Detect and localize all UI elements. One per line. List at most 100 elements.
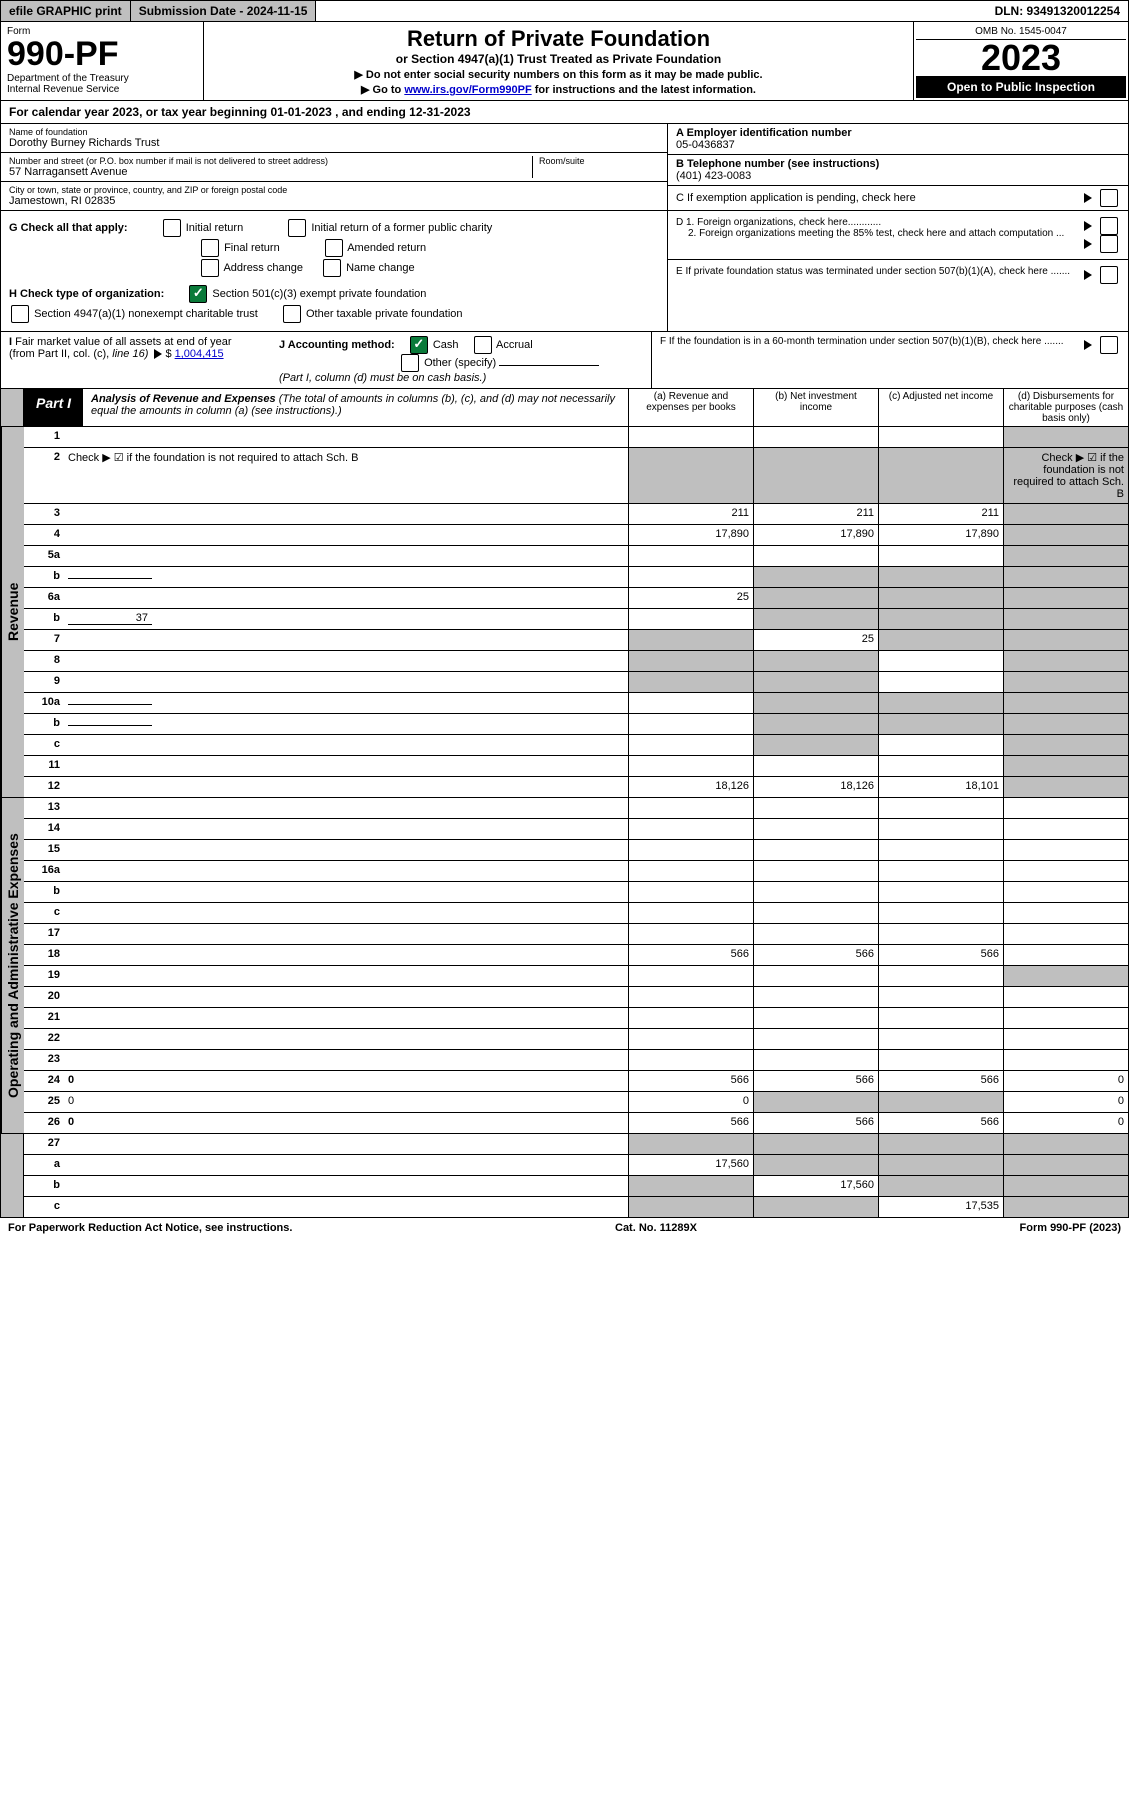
cell-c [878,966,1003,986]
cell-d [1003,567,1128,587]
cell-b [753,1008,878,1028]
checkbox-accrual[interactable] [474,336,492,354]
checkbox-final[interactable] [201,239,219,257]
checkbox-e[interactable] [1100,266,1118,284]
j-note: (Part I, column (d) must be on cash basi… [279,372,486,384]
checkbox-amended[interactable] [325,239,343,257]
line-description [64,1050,628,1070]
checkbox-former[interactable] [288,219,306,237]
line-number: 19 [24,966,64,986]
cell-b [753,987,878,1007]
cell-d [1003,987,1128,1007]
room-label: Room/suite [539,156,659,166]
line-number: b [24,714,64,734]
cell-b: 18,126 [753,777,878,797]
cell-d [1003,903,1128,923]
checkbox-501c3[interactable] [189,285,207,303]
cell-c [878,1029,1003,1049]
line-description [64,1197,628,1217]
cell-d [1003,840,1128,860]
cell-b [753,1197,878,1217]
cell-a [628,448,753,503]
cell-a: 25 [628,588,753,608]
cell-c: 211 [878,504,1003,524]
cell-b [753,1050,878,1070]
line-number: 14 [24,819,64,839]
print-button[interactable]: efile GRAPHIC print [1,1,131,21]
calendar-year: For calendar year 2023, or tax year begi… [0,101,1129,124]
cell-a [628,882,753,902]
city-label: City or town, state or province, country… [9,185,659,195]
cell-d [1003,504,1128,524]
cell-b [753,1092,878,1112]
cell-b: 17,890 [753,525,878,545]
cell-a: 566 [628,1113,753,1133]
cell-c [878,819,1003,839]
col-d: (d) Disbursements for charitable purpose… [1004,389,1128,426]
line-description [64,588,628,608]
line-number: 20 [24,987,64,1007]
checkbox-f[interactable] [1100,336,1118,354]
line-number: 26 [24,1113,64,1133]
col-b: (b) Net investment income [754,389,879,426]
checkbox-name[interactable] [323,259,341,277]
cell-d [1003,924,1128,944]
line-description [64,777,628,797]
open-to-public: Open to Public Inspection [916,76,1126,98]
cell-d [1003,714,1128,734]
exemption-pending: C If exemption application is pending, c… [676,192,916,204]
line-number: b [24,609,64,629]
street-address: 57 Narragansett Avenue [9,166,532,178]
revenue-table: Revenue 12Check ▶ ☑ if the foundation is… [0,427,1129,798]
cell-b [753,1029,878,1049]
cell-b [753,903,878,923]
checkbox-initial[interactable] [163,219,181,237]
cell-a [628,693,753,713]
expense-label: Operating and Administrative Expenses [1,798,24,1133]
cell-c [878,427,1003,447]
f-label: F If the foundation is in a 60-month ter… [660,336,1064,354]
cell-d [1003,427,1128,447]
cell-a [628,924,753,944]
cell-a [628,1050,753,1070]
line-description [64,546,628,566]
line-number: 1 [24,427,64,447]
cell-c [878,840,1003,860]
checkbox-c[interactable] [1100,189,1118,207]
checkbox-address[interactable] [201,259,219,277]
page-footer: For Paperwork Reduction Act Notice, see … [0,1218,1129,1238]
cell-c [878,630,1003,650]
checkbox-other-tax[interactable] [283,305,301,323]
line-description [64,1176,628,1196]
checkbox-d2[interactable] [1100,235,1118,253]
line-number: 11 [24,756,64,776]
checkbox-d1[interactable] [1100,217,1118,235]
fmv-link[interactable]: 1,004,415 [175,348,224,360]
line-number: 4 [24,525,64,545]
cell-b [753,567,878,587]
checkbox-other-method[interactable] [401,354,419,372]
form-header: Form 990-PF Department of the TreasuryIn… [0,22,1129,101]
checkbox-4947[interactable] [11,305,29,323]
department: Department of the TreasuryInternal Reven… [7,73,197,95]
cell-b [753,861,878,881]
line-number: 15 [24,840,64,860]
line-number: 12 [24,777,64,797]
instruction-1: ▶ Do not enter social security numbers o… [210,68,907,81]
cell-c: 566 [878,1071,1003,1091]
cell-d [1003,672,1128,692]
cell-d [1003,588,1128,608]
cell-c [878,714,1003,734]
line-description [64,1155,628,1175]
line-number: 17 [24,924,64,944]
cell-b [753,546,878,566]
cell-a [628,1029,753,1049]
cell-a [628,1197,753,1217]
line-number: 25 [24,1092,64,1112]
form-subtitle: or Section 4947(a)(1) Trust Treated as P… [210,52,907,66]
cell-a [628,735,753,755]
form-link[interactable]: www.irs.gov/Form990PF [404,84,531,96]
cell-a: 17,560 [628,1155,753,1175]
checkbox-cash[interactable] [410,336,428,354]
ein-label: A Employer identification number [676,127,1120,139]
